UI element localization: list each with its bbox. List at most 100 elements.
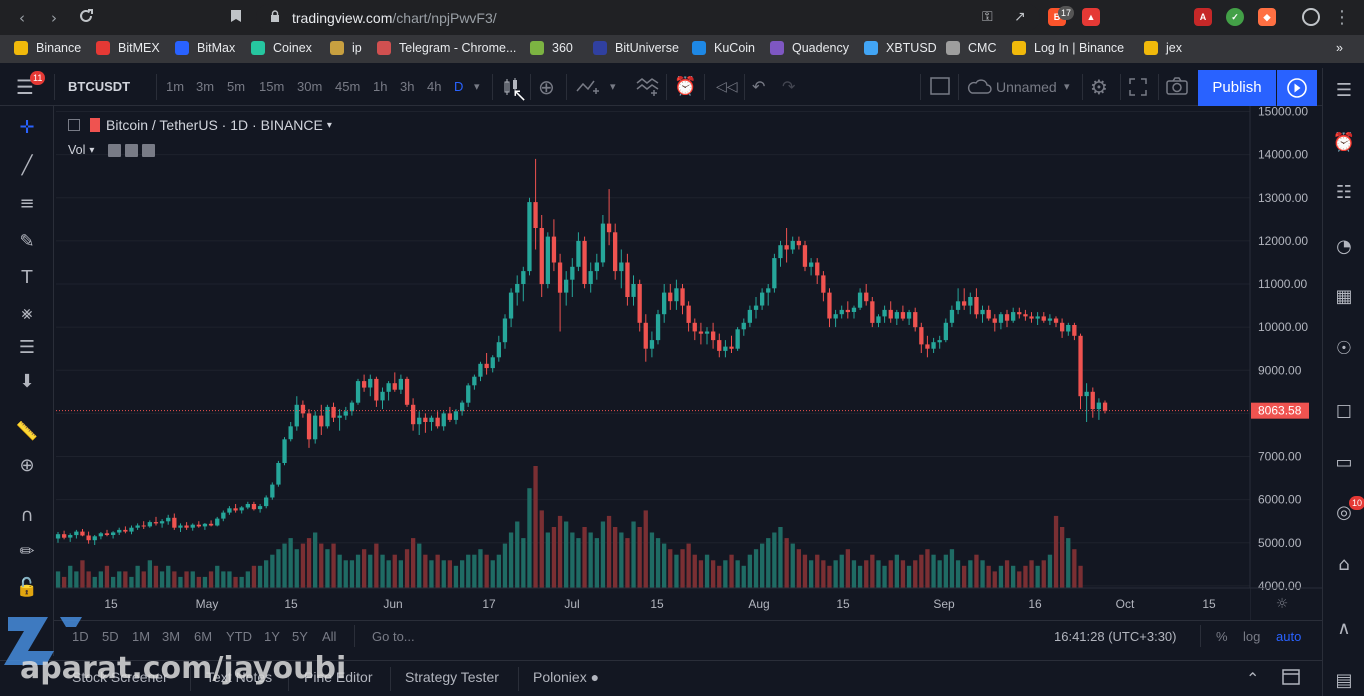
alarm-clock-icon[interactable]: ⏰ [1332, 132, 1356, 153]
chevron-down-icon[interactable]: ▾ [89, 144, 95, 156]
fullscreen-icon[interactable] [1128, 77, 1148, 102]
data-window-icon[interactable]: ☷ [1335, 182, 1353, 203]
ruler-icon[interactable]: 📏 [15, 421, 39, 442]
ideas-lightbulb-icon[interactable]: ☉ [1335, 338, 1353, 359]
interval-30m[interactable]: 30m [297, 79, 323, 94]
bookmark-10[interactable]: XBTUSD [864, 41, 937, 55]
goto-button[interactable]: Go to... [372, 629, 415, 644]
text-tool-icon[interactable]: T [21, 267, 33, 288]
zoom-in-icon[interactable]: ⊕ [19, 455, 35, 476]
trend-line-icon[interactable]: ╱ [21, 155, 33, 176]
key-icon[interactable]: ⚿ [982, 9, 993, 25]
bookmark-7[interactable]: BitUniverse [593, 41, 679, 55]
range-1D[interactable]: 1D [72, 629, 89, 644]
range-1Y[interactable]: 1Y [264, 629, 280, 644]
order-panel-icon[interactable]: ▤ [1335, 670, 1353, 691]
magnet-icon[interactable]: ∩ [20, 505, 34, 526]
address-bar[interactable]: tradingview.com/chart/npjPwvF3/ ⚿ ↗ [256, 4, 1040, 31]
interval-1h[interactable]: 1h [373, 79, 388, 94]
tab-text-notes[interactable]: Text Notes [206, 669, 273, 685]
bookmark-0[interactable]: Binance [14, 41, 81, 55]
bookmark-9[interactable]: Quadency [770, 41, 849, 55]
camera-snapshot-icon[interactable] [1166, 77, 1188, 100]
templates-icon[interactable] [636, 77, 660, 102]
more-bookmarks-icon[interactable]: » [1336, 41, 1343, 55]
replay-icon[interactable]: ◁◁ [716, 79, 738, 95]
bookmark-3[interactable]: Coinex [251, 41, 312, 55]
streams-icon[interactable]: ▭ [1335, 452, 1353, 473]
interval-15m[interactable]: 15m [259, 79, 285, 94]
interval-3m[interactable]: 3m [196, 79, 215, 94]
layout-icon[interactable] [930, 77, 950, 100]
play-button[interactable] [1277, 70, 1317, 106]
interval-4h[interactable]: 4h [427, 79, 442, 94]
flag-icon[interactable] [90, 118, 100, 132]
bookmark-6[interactable]: 360 [530, 41, 573, 55]
undo-icon[interactable]: ↶ [752, 77, 766, 96]
broadcast-icon[interactable]: ◎ [1336, 502, 1352, 523]
remove-icon[interactable] [142, 143, 156, 157]
interval-45m[interactable]: 45m [335, 79, 361, 94]
volume-label[interactable]: Vol [68, 143, 86, 157]
forward-icon[interactable]: › [51, 9, 57, 27]
interval-dropdown-icon[interactable]: ▾ [474, 80, 480, 93]
back-icon[interactable]: ‹ [19, 9, 25, 27]
interval-1m[interactable]: 1m [166, 79, 185, 94]
tab-poloniex[interactable]: Poloniex ● [533, 669, 600, 685]
tab-strategy-tester[interactable]: Strategy Tester [405, 669, 499, 685]
compare-dropdown-icon[interactable]: ▾ [610, 80, 616, 93]
bookmark-11[interactable]: CMC [946, 41, 996, 55]
bookmark-8[interactable]: KuCoin [692, 41, 755, 55]
redo-icon[interactable]: ↷ [782, 77, 796, 96]
chats-icon[interactable]: ☐ [1335, 402, 1353, 423]
eye-icon[interactable] [108, 143, 122, 157]
chevron-down-icon[interactable]: ▾ [326, 119, 332, 131]
clock-timezone[interactable]: 16:41:28 (UTC+3:30) [1054, 629, 1177, 644]
range-YTD[interactable]: YTD [226, 629, 252, 644]
range-3M[interactable]: 3M [162, 629, 181, 644]
bookmark-4[interactable]: ip [330, 41, 362, 55]
collapse-icon[interactable] [68, 119, 80, 131]
bookmark-icon[interactable] [226, 8, 246, 28]
bookmark-5[interactable]: Telegram - Chrome... [377, 41, 516, 55]
forecast-icon[interactable]: ☰ [18, 337, 36, 358]
maximize-panel-icon[interactable] [1282, 669, 1300, 688]
chevrons-icon[interactable]: ∧ [1337, 618, 1351, 639]
chevron-up-icon[interactable]: ⌃ [1246, 671, 1260, 688]
tab-pine-editor[interactable]: Pine Editor [304, 669, 373, 685]
range-1M[interactable]: 1M [132, 629, 151, 644]
crosshair-icon[interactable]: ✛ [19, 117, 35, 138]
lock-drawings-icon[interactable]: 🔓 [15, 577, 39, 598]
bookmark-2[interactable]: BitMax [175, 41, 235, 55]
browser-menu-icon[interactable]: ⋮ [1333, 7, 1351, 28]
profile-icon[interactable] [1302, 8, 1320, 26]
alert-icon[interactable]: ⏰ [674, 76, 697, 97]
symbol-search[interactable]: BTCUSDT [68, 79, 131, 94]
share-icon[interactable]: ↗ [1014, 9, 1026, 25]
log-toggle[interactable]: log [1243, 629, 1261, 644]
hotlist-icon[interactable]: ◔ [1336, 236, 1352, 257]
indicators-icon[interactable]: ⊕ [538, 75, 555, 99]
publish-button[interactable]: Publish [1198, 70, 1276, 106]
layout-name[interactable]: Unnamed [996, 79, 1057, 95]
range-All[interactable]: All [322, 629, 337, 644]
fib-retracement-icon[interactable]: ≡ [19, 193, 35, 214]
price-chart[interactable]: 15000.00 14000.00 13000.00 12000.00 11000.00… [0, 68, 1322, 620]
bookmark-12[interactable]: Log In | Binance [1012, 41, 1124, 55]
interval-3h[interactable]: 3h [400, 79, 415, 94]
metamask-icon[interactable]: ◆ [1258, 8, 1276, 26]
candles-chart-type-icon[interactable] [502, 77, 520, 102]
stay-drawing-icon[interactable]: ✏ [19, 541, 35, 562]
bookmark-1[interactable]: BitMEX [96, 41, 160, 55]
settings-gear-icon[interactable]: ⚙ [1090, 75, 1108, 99]
settings-icon[interactable] [125, 143, 139, 157]
checkmark-extension-icon[interactable]: ✓ [1226, 8, 1244, 26]
interval-5m[interactable]: 5m [227, 79, 246, 94]
range-5Y[interactable]: 5Y [292, 629, 308, 644]
bookmark-13[interactable]: jex [1144, 41, 1182, 55]
calendar-icon[interactable]: ▦ [1335, 286, 1353, 307]
pattern-icon[interactable]: ⨳ [21, 303, 33, 324]
brave-rewards-icon[interactable]: ▲ [1082, 8, 1100, 26]
reload-icon[interactable] [76, 8, 96, 28]
range-6M[interactable]: 6M [194, 629, 213, 644]
